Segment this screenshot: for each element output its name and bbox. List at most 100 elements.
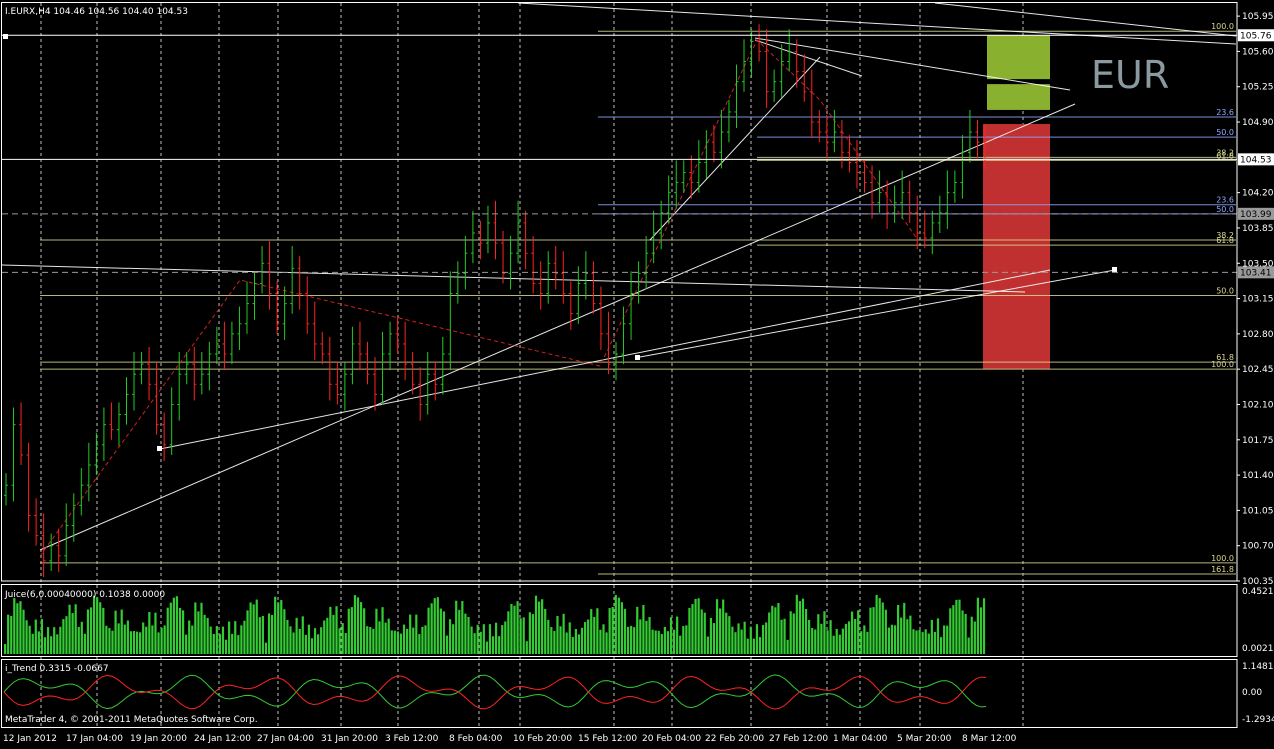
- time-tick-label: 8 Mar 12:00: [962, 734, 1017, 744]
- fib-level-label: 61.8: [1216, 236, 1234, 245]
- juice-bar: [943, 625, 946, 654]
- juice-bar: [175, 596, 179, 654]
- juice-bar: [402, 624, 406, 654]
- juice-bar: [65, 616, 68, 654]
- juice-bar: [915, 630, 918, 654]
- juice-bar: [344, 633, 347, 654]
- juice-bar: [722, 599, 725, 654]
- juice-bar: [433, 598, 436, 654]
- juice-bar: [559, 626, 562, 654]
- juice-bar: [731, 626, 734, 654]
- fib-level-label: 161.8: [1211, 565, 1234, 574]
- juice-bar: [498, 636, 501, 654]
- juice-bar: [639, 619, 642, 654]
- juice-bar: [203, 614, 206, 654]
- juice-bar: [172, 597, 175, 654]
- price-level-tag: [1238, 207, 1274, 220]
- juice-bar: [188, 620, 191, 654]
- juice-bar: [255, 599, 258, 654]
- juice-bar: [703, 612, 706, 654]
- juice-bar: [863, 625, 866, 654]
- juice-bar: [283, 609, 286, 654]
- price-tick-label: 102.45: [1242, 365, 1274, 375]
- fib-level-label: 38.2: [1216, 231, 1234, 240]
- juice-bar: [19, 601, 22, 654]
- juice-bar: [289, 626, 292, 654]
- juice-bar: [28, 625, 31, 654]
- juice-bar: [221, 626, 225, 654]
- juice-bar: [295, 617, 298, 654]
- price-tick-label: 102.10: [1242, 400, 1274, 410]
- trendline-anchor[interactable]: [3, 34, 8, 39]
- juice-bar: [350, 607, 353, 654]
- juice-bar: [531, 614, 535, 654]
- juice-bar: [697, 598, 700, 654]
- juice-bar: [424, 625, 427, 654]
- juice-bar: [596, 608, 599, 654]
- time-tick-label: 1 Mar 04:00: [833, 734, 888, 744]
- juice-bar: [583, 622, 587, 654]
- juice-bar: [301, 616, 304, 654]
- time-tick-label: 27 Feb 12:00: [769, 734, 828, 744]
- juice-bar: [507, 611, 510, 654]
- juice-bar: [378, 621, 381, 654]
- time-tick-label: 15 Feb 12:00: [578, 734, 637, 744]
- stop-zone: [983, 124, 1050, 370]
- juice-bar: [826, 630, 829, 654]
- juice-bar: [780, 619, 783, 654]
- juice-bar: [881, 602, 884, 654]
- time-tick-label: 22 Feb 20:00: [705, 734, 764, 744]
- juice-bar: [835, 628, 838, 654]
- juice-bar: [519, 618, 522, 654]
- juice-bar: [13, 598, 16, 654]
- price-tick-label: 101.75: [1242, 436, 1274, 446]
- fib-level-label: 23.6: [1216, 196, 1234, 205]
- time-tick-label: 19 Jan 20:00: [130, 734, 187, 744]
- juice-bar: [163, 625, 166, 654]
- juice-bar: [688, 607, 691, 654]
- juice-bar: [587, 619, 590, 654]
- juice-bar: [777, 602, 780, 654]
- juice-bar: [427, 607, 430, 654]
- time-tick-label: 24 Jan 12:00: [194, 734, 251, 744]
- juice-bar: [123, 624, 126, 654]
- juice-bar: [329, 606, 332, 654]
- juice-bar: [795, 594, 798, 654]
- juice-bar: [491, 636, 495, 654]
- juice-bar: [973, 621, 976, 654]
- juice-bar: [234, 621, 237, 654]
- juice-bar: [789, 611, 792, 654]
- fib-level-label: 61.8: [1216, 353, 1234, 362]
- trendline-anchor[interactable]: [1112, 267, 1117, 272]
- juice-bar: [541, 599, 544, 654]
- juice-bar: [574, 628, 577, 654]
- juice-bar: [577, 634, 581, 654]
- trendline-anchor[interactable]: [157, 446, 162, 451]
- juice-bar: [194, 602, 197, 654]
- juice-bar: [114, 610, 117, 654]
- juice-bar: [142, 622, 145, 654]
- juice-bar: [270, 614, 274, 654]
- price-tick-label: 101.40: [1242, 471, 1274, 481]
- juice-bar: [580, 627, 584, 654]
- juice-bar: [936, 618, 940, 654]
- juice-bar: [40, 618, 44, 654]
- juice-bar: [381, 607, 384, 654]
- price-tick-label: 101.05: [1242, 506, 1274, 516]
- juice-bar: [663, 626, 666, 654]
- juice-bar: [129, 631, 133, 654]
- juice-bar: [436, 597, 439, 654]
- time-tick-label: 8 Feb 04:00: [449, 734, 503, 744]
- juice-bar: [918, 629, 921, 654]
- juice-bar: [752, 638, 755, 654]
- juice-bar: [841, 628, 844, 654]
- trend-tick-label: 0.00: [1242, 688, 1262, 698]
- trendline-anchor[interactable]: [635, 355, 640, 360]
- juice-bar: [332, 614, 335, 654]
- juice-bar: [651, 629, 654, 654]
- juice-bar: [393, 630, 396, 654]
- juice-bar: [636, 606, 639, 654]
- fib-level-label: 61.8: [1216, 151, 1234, 160]
